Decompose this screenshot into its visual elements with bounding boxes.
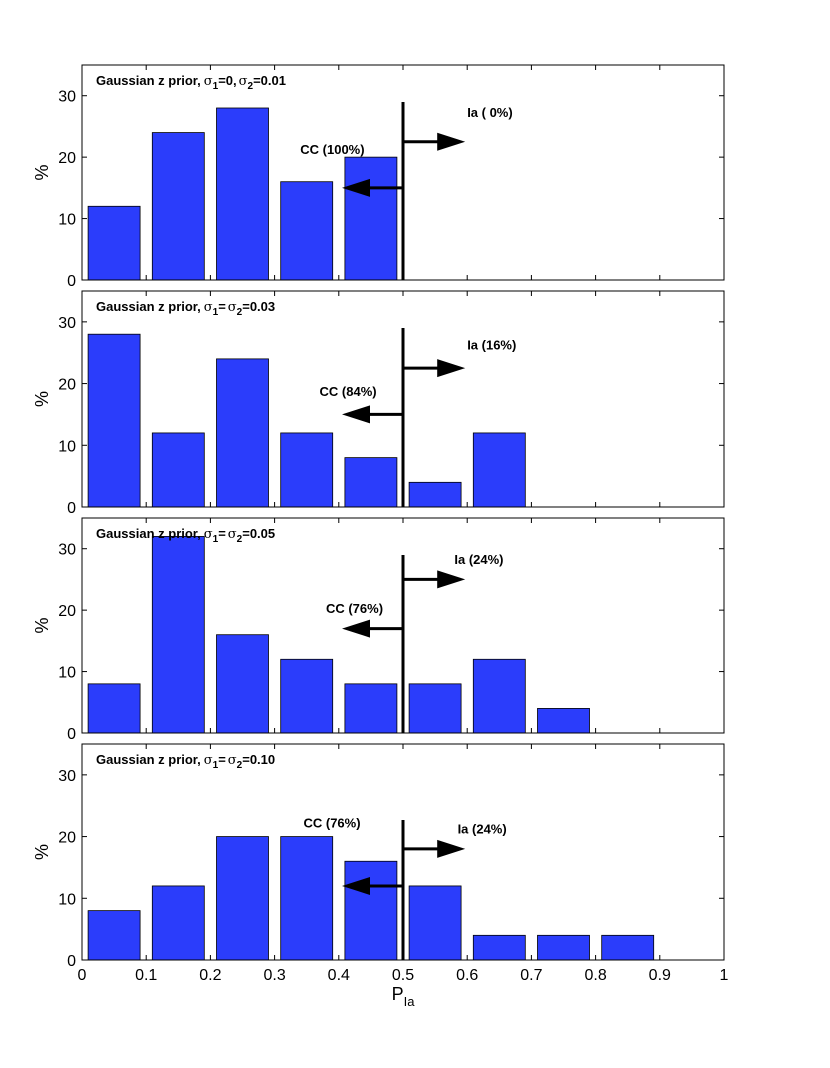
ia-arrow-head — [437, 570, 466, 589]
y-tick-label: 10 — [58, 665, 76, 682]
cc-label: CC (84%) — [320, 384, 377, 399]
cc-arrow-head — [342, 876, 371, 895]
y-tick-label: 30 — [58, 315, 76, 332]
ia-arrow-head — [437, 839, 466, 858]
panel-title: Gaussian z prior, σ1= σ2=0.10 — [96, 752, 275, 771]
y-tick-label: 10 — [58, 891, 76, 908]
bar — [344, 683, 398, 734]
bar — [280, 658, 334, 734]
bar — [280, 181, 334, 281]
y-tick-label: 0 — [67, 500, 76, 517]
y-tick-label: 0 — [67, 273, 76, 290]
bar — [408, 683, 462, 734]
y-tick-label: 10 — [58, 212, 76, 229]
cc-label: CC (76%) — [326, 601, 383, 616]
cc-arrow-head — [342, 405, 371, 424]
x-tick-label: 0.7 — [520, 967, 542, 984]
bar — [472, 432, 526, 508]
y-tick-label: 20 — [58, 830, 76, 847]
ia-label: Ia (16%) — [467, 338, 516, 353]
bar — [216, 358, 269, 508]
y-axis-label: % — [32, 844, 52, 860]
y-axis-label: % — [32, 391, 52, 407]
bar — [151, 432, 205, 508]
panel-title: Gaussian z prior, σ1= σ2=0.05 — [96, 526, 275, 545]
x-tick-label: 0.4 — [328, 967, 350, 984]
bar — [280, 432, 334, 508]
bar — [280, 836, 334, 961]
x-tick-label: 0.8 — [584, 967, 606, 984]
panel-title: Gaussian z prior, σ1= σ2=0.03 — [96, 299, 275, 318]
cc-label: CC (100%) — [300, 142, 364, 157]
y-tick-label: 30 — [58, 768, 76, 785]
bar — [408, 885, 462, 961]
x-tick-label: 0.5 — [392, 967, 414, 984]
bar — [472, 934, 526, 961]
y-axis-label: % — [32, 617, 52, 633]
bar — [537, 934, 590, 961]
bar — [151, 885, 205, 961]
bar — [87, 910, 141, 961]
bar — [151, 536, 205, 734]
panel-2: 0 10 20 30% Gaussian z prior, σ1= σ2=0.03 CC (8… — [32, 290, 725, 517]
ia-label: Ia (24%) — [454, 552, 503, 567]
y-axis-label: % — [32, 164, 52, 180]
bar — [537, 708, 590, 734]
panel-4: 0 10 20 30% Gaussian z prior, σ1= σ2=0.10 CC (7… — [32, 743, 725, 970]
bar — [216, 836, 269, 961]
panel-3: 0 10 20 30% Gaussian z prior, σ1= σ2=0.05 CC (7… — [32, 517, 725, 743]
bar — [344, 457, 398, 508]
x-tick-label: 0.2 — [199, 967, 221, 984]
bar — [216, 634, 269, 734]
y-tick-label: 20 — [58, 377, 76, 394]
y-tick-label: 20 — [58, 603, 76, 620]
y-tick-label: 20 — [58, 150, 76, 167]
bar — [408, 481, 462, 508]
x-tick-label: 0.1 — [135, 967, 157, 984]
x-tick-label: 0 — [78, 967, 87, 984]
bar — [87, 333, 141, 508]
ia-arrow-head — [437, 132, 466, 151]
ia-arrow-head — [437, 359, 466, 378]
x-tick-label: 0.9 — [649, 967, 671, 984]
bar — [87, 683, 141, 734]
x-tick-label: 1 — [720, 967, 729, 984]
x-tick-label: 0.6 — [456, 967, 478, 984]
panel-title: Gaussian z prior, σ1=0, σ2=0.01 — [96, 73, 286, 92]
bar — [344, 156, 398, 281]
bar — [472, 658, 526, 734]
y-tick-label: 10 — [58, 438, 76, 455]
cc-label: CC (76%) — [303, 815, 360, 830]
panel-1: 0 10 20 30% Gaussian z prior, σ1=0, σ2=0.01 CC … — [32, 64, 725, 290]
x-axis-label: PIa — [392, 984, 416, 1009]
y-tick-label: 30 — [58, 89, 76, 106]
ia-label: Ia (24%) — [458, 821, 507, 836]
bar — [151, 132, 205, 281]
ia-label: Ia ( 0%) — [467, 105, 513, 120]
y-tick-label: 0 — [67, 953, 76, 970]
bar — [344, 860, 398, 961]
cc-arrow-head — [342, 178, 371, 197]
bar — [216, 107, 269, 281]
y-tick-label: 30 — [58, 542, 76, 559]
bar — [601, 934, 655, 961]
x-tick-label: 0.3 — [263, 967, 285, 984]
cc-arrow-head — [342, 619, 371, 638]
y-tick-label: 0 — [67, 726, 76, 743]
bar — [87, 205, 141, 281]
